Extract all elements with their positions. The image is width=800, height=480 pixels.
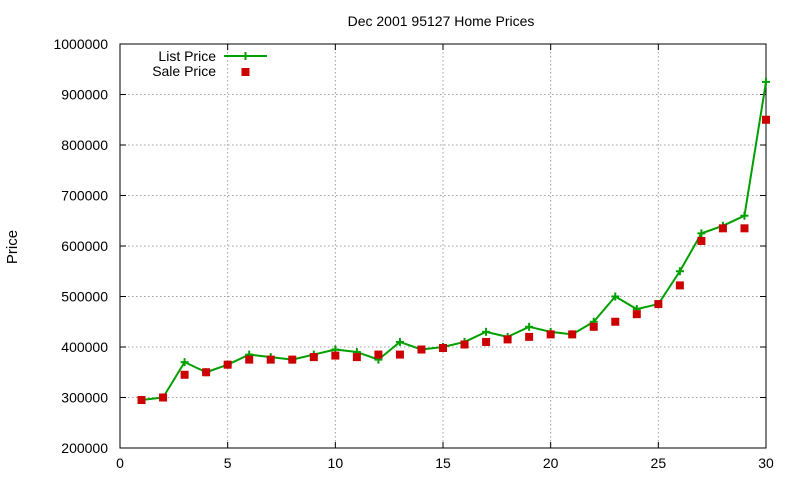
sale-price-point xyxy=(309,353,318,362)
x-tick-label: 30 xyxy=(758,455,774,471)
sale-price-point xyxy=(460,340,469,349)
list-price-point xyxy=(395,337,404,346)
y-tick-label: 600000 xyxy=(61,238,108,254)
sale-price-point xyxy=(266,355,275,364)
list-price-point xyxy=(675,267,684,276)
legend-label-sale-price: Sale Price xyxy=(152,63,216,79)
list-price-point xyxy=(740,211,749,220)
sale-price-point xyxy=(223,360,232,369)
axes: 0 5 10 15 20 25 30 200000 300000 400000 500000 6000… xyxy=(53,36,774,471)
list-price-point xyxy=(180,358,189,367)
sale-price-point xyxy=(374,350,383,359)
sale-price-point xyxy=(288,355,297,364)
sale-price-point xyxy=(525,332,534,341)
x-tick-label: 25 xyxy=(651,455,667,471)
sale-price-point xyxy=(180,370,189,379)
x-tick-label: 10 xyxy=(328,455,344,471)
sale-price-point xyxy=(202,368,211,377)
sale-price-point xyxy=(482,337,491,346)
chart-title: Dec 2001 95127 Home Prices xyxy=(348,13,535,29)
x-tick-label: 5 xyxy=(224,455,232,471)
list-price-point xyxy=(525,322,534,331)
y-tick-label: 800000 xyxy=(61,137,108,153)
sale-price-point xyxy=(159,393,168,402)
sale-price-point xyxy=(654,300,663,309)
x-tick-label: 15 xyxy=(435,455,451,471)
sale-price-point xyxy=(718,224,727,233)
y-tick-label: 900000 xyxy=(61,87,108,103)
sale-price-point xyxy=(137,396,146,405)
sale-price-point xyxy=(417,345,426,354)
legend: List Price Sale Price xyxy=(152,48,267,79)
x-tick-label: 20 xyxy=(543,455,559,471)
sale-price-point xyxy=(568,330,577,339)
legend-sample-sale-price-square xyxy=(241,68,250,76)
sale-price-point xyxy=(352,353,361,362)
list-price-line xyxy=(141,81,767,402)
sale-price-point xyxy=(589,322,598,331)
sale-price-point xyxy=(439,344,447,353)
sale-price-point xyxy=(331,351,340,360)
y-tick-label: 500000 xyxy=(61,289,108,305)
series-layer xyxy=(137,77,770,405)
y-tick-label: 300000 xyxy=(61,390,108,406)
y-tick-label: 700000 xyxy=(61,188,108,204)
sale-price-point xyxy=(395,350,404,359)
x-tick-label: 0 xyxy=(116,455,124,471)
list-price-point xyxy=(697,229,706,238)
sale-price-point xyxy=(546,330,555,339)
y-tick-label: 200000 xyxy=(61,440,108,456)
sale-price-point xyxy=(611,317,620,326)
list-price-point xyxy=(611,292,620,301)
list-price-point xyxy=(482,327,491,336)
legend-label-list-price: List Price xyxy=(158,48,216,64)
sale-price-point xyxy=(632,310,641,319)
sale-price-point xyxy=(245,355,254,364)
sale-price-point xyxy=(675,281,684,290)
sale-price-point xyxy=(762,115,770,124)
grid-lines xyxy=(120,44,766,448)
y-axis-label: Price xyxy=(4,230,21,264)
sale-price-point xyxy=(697,236,706,245)
list-price-point xyxy=(762,77,770,86)
y-tick-label: 400000 xyxy=(61,339,108,355)
y-tick-label: 1000000 xyxy=(53,36,108,52)
sale-price-point xyxy=(740,224,749,233)
sale-price-point xyxy=(503,335,512,344)
